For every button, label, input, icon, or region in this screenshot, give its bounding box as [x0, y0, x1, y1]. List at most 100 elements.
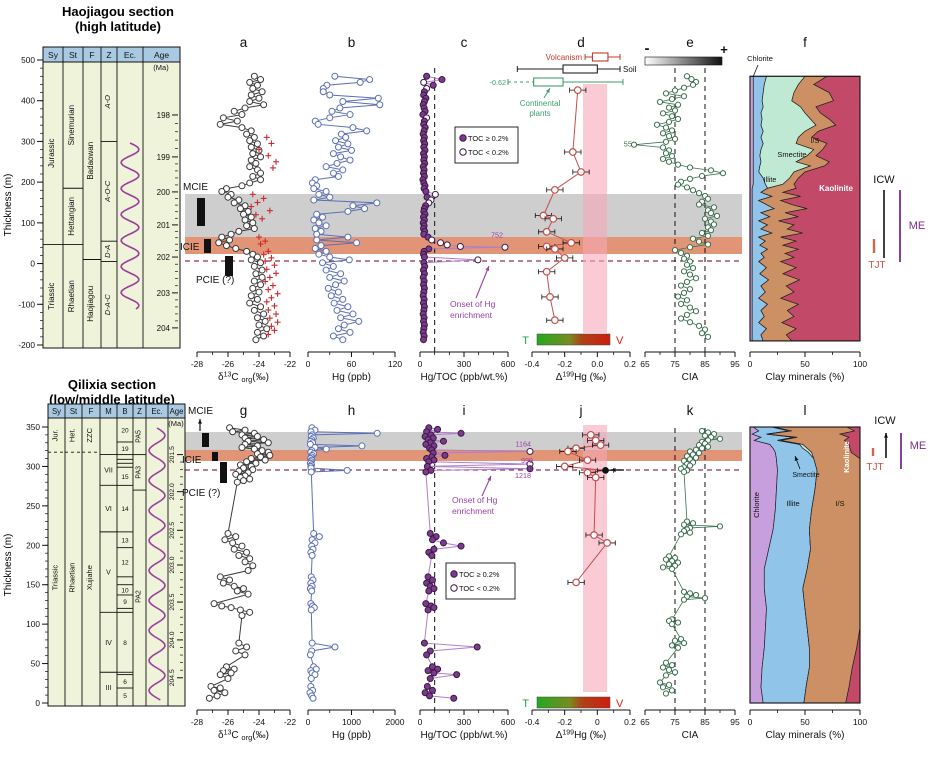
data-point-open — [659, 130, 667, 137]
panel-letter-i: i — [463, 403, 466, 418]
data-point-open — [662, 672, 670, 679]
unit-label-8: 8 — [123, 640, 127, 647]
data-point-open — [216, 684, 224, 692]
axis-title-b: Hg (ppb) — [332, 372, 371, 383]
data-point — [591, 473, 600, 482]
data-point-open — [329, 169, 337, 177]
offscale-value-label: 1164 — [516, 439, 531, 448]
data-point-open — [319, 88, 327, 96]
data-point-open — [250, 225, 258, 233]
data-point-filled — [453, 671, 461, 679]
data-point-open — [229, 428, 237, 436]
data-point-open — [257, 169, 265, 177]
unit-label-Rhaetian: Rhaetian — [68, 563, 77, 593]
data-point-open — [674, 293, 682, 300]
data-point-open — [247, 292, 255, 300]
unit-label-Rhaetian: Rhaetian — [67, 280, 76, 312]
data-point-open — [238, 111, 246, 119]
data-point-open — [340, 277, 348, 285]
data-point-open — [205, 694, 213, 702]
data-point-open — [665, 681, 673, 688]
data-point-open — [332, 281, 340, 289]
data-point-open — [243, 130, 251, 138]
panel-a: a -28 -26 -24 -22 δ13​C org​(‰) — [191, 35, 297, 384]
data-point-filled — [420, 253, 428, 261]
data-point-open — [222, 242, 230, 250]
age-tick-label: 204.0 — [169, 631, 176, 648]
annotations: TOC ≥ 0.2% TOC < 0.2% TOC ≥ 0.2% TOC < 0.2%… — [445, 40, 853, 710]
data-point-open — [704, 195, 712, 202]
unit-label-A-O: A-O — [103, 95, 112, 110]
data-point-open — [329, 332, 337, 340]
data-point-open — [333, 159, 341, 167]
data-point-open — [704, 241, 712, 248]
data-point-open — [257, 76, 265, 84]
unit-label-V: V — [106, 570, 111, 577]
data-point-open — [668, 113, 676, 120]
unit-label-Hettangian: Hettangian — [67, 197, 76, 236]
unit-label-13: 13 — [121, 537, 129, 544]
data-point-filled — [424, 667, 432, 675]
kaolinite-label: Kaolinite — [842, 441, 851, 473]
plants-min-value: -0.62 — [490, 78, 506, 87]
data-point-filled — [457, 429, 465, 437]
offscale-value-label: 1218 — [515, 471, 531, 480]
tick-label: -28 — [191, 717, 204, 727]
strat-column-qilixia: Sy St F M B Z Ec. Age Jur. Triassic Het. Rhaetian ZZ… — [26, 403, 186, 708]
data-point-open — [235, 639, 243, 647]
data-point-open — [243, 643, 251, 651]
thickness-tick-label: 100 — [21, 218, 35, 228]
data-point-open — [219, 579, 227, 587]
data-point-open — [665, 561, 673, 568]
data-point-open — [630, 141, 638, 148]
data-point-filled — [423, 682, 431, 690]
data-point-open — [344, 303, 352, 311]
legend-open-marker — [450, 584, 458, 592]
data-point-open — [319, 259, 326, 267]
tick-label: 600 — [501, 359, 515, 369]
thickness-tick-label: -200 — [18, 340, 35, 350]
data-point-filled — [423, 72, 431, 80]
data-point-open — [241, 216, 249, 224]
panel-d: d -0.4 -0.2 0.0 0.2 Δ199​Hg (‰) — [525, 35, 637, 383]
data-point-open — [701, 432, 709, 439]
terrestrial-label: T — [522, 335, 529, 347]
column-header-Z: Z — [137, 407, 142, 416]
data-point-open — [662, 90, 670, 97]
data-point-open — [257, 176, 265, 184]
data-point-open — [662, 124, 670, 131]
data-point-open — [258, 447, 266, 455]
data-point-open — [689, 187, 697, 194]
unit-label-PA3: PA3 — [136, 466, 143, 479]
data-point-open — [227, 669, 235, 677]
data-point — [591, 436, 600, 445]
data-point — [583, 456, 592, 465]
data-point — [549, 214, 558, 223]
onset-note: Onset of Hg — [452, 495, 498, 505]
bottom-thickness-axis-label: Thickness (m) — [3, 534, 14, 597]
data-point-open — [313, 230, 321, 238]
data-point-open — [716, 435, 724, 442]
offscale-value-label: 999 — [521, 456, 533, 465]
data-point-open — [310, 216, 318, 224]
eccentricity-curve — [148, 427, 166, 701]
data-point-open — [689, 235, 697, 242]
unit-label-Haojiagou: Haojiagou — [86, 286, 95, 322]
arrow-line — [475, 265, 490, 299]
plus-label: + — [720, 42, 728, 57]
thickness-tick-label: 200 — [26, 540, 40, 550]
data-point-open — [249, 85, 257, 92]
data-point-filled — [420, 336, 428, 344]
data-point-open — [253, 253, 261, 261]
series-line — [209, 427, 270, 699]
data-point-open — [680, 521, 688, 528]
data-point-open — [246, 98, 254, 106]
age-tick-label: 203.0 — [169, 556, 176, 573]
data-point-open — [226, 236, 234, 244]
data-point-open — [680, 468, 688, 476]
data-point-open — [315, 250, 323, 258]
data-point-open — [662, 138, 670, 145]
data-point-open — [238, 444, 246, 452]
data-point-open — [333, 306, 341, 314]
data-point-open — [263, 325, 271, 333]
